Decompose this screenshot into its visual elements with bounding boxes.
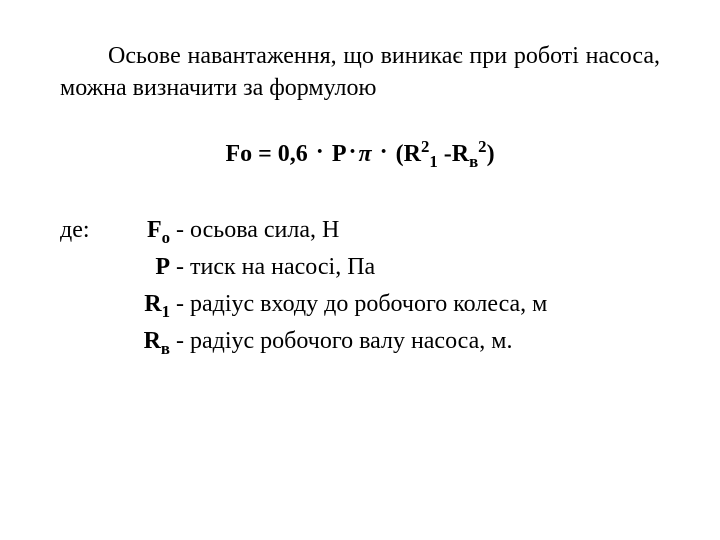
definition-symbol-base: R [144, 291, 161, 317]
definition-symbol: Rв [116, 323, 176, 360]
definition-text: - радіус робочого валу насоса, м. [176, 323, 660, 360]
page: Осьове навантаження, що виникає при робо… [0, 0, 720, 540]
formula-dot-2: · [346, 139, 358, 165]
definition-symbol: R1 [116, 286, 176, 323]
definition-row: де: Fо - осьова сила, Н [60, 212, 660, 249]
definitions: де: Fо - осьова сила, Н P - тиск на насо… [60, 212, 660, 361]
definition-text: - осьова сила, Н [176, 212, 660, 249]
formula-Rv-base: R [452, 141, 469, 167]
definition-symbol-base: P [155, 254, 170, 280]
formula-Rv-sub: в [469, 152, 478, 171]
formula-P: P [332, 141, 347, 167]
formula: Fo = 0,6 · P·π · (R21 -Rв2) [60, 141, 660, 168]
definition-symbol-sub: о [162, 228, 170, 247]
definition-row: P - тиск на насосі, Па [60, 249, 660, 286]
formula-coef: 0,6 [278, 141, 308, 167]
formula-eq: = [252, 141, 278, 167]
formula-pi: π [359, 141, 372, 167]
definition-symbol-sub: в [161, 339, 170, 358]
definitions-lead: де: [60, 212, 116, 249]
formula-R1-sub: 1 [429, 152, 437, 171]
formula-R1: R21 [404, 141, 438, 167]
formula-dot-3: · [372, 139, 396, 165]
formula-Rv: Rв2 [452, 141, 487, 167]
definition-symbol: Fо [116, 212, 176, 249]
formula-close: ) [487, 141, 495, 167]
formula-open: ( [396, 141, 404, 167]
definition-text: - радіус входу до робочого колеса, м [176, 286, 660, 323]
formula-lhs: Fo [225, 141, 252, 167]
definition-symbol-sub: 1 [162, 302, 170, 321]
formula-R1-base: R [404, 141, 421, 167]
definition-symbol: P [116, 249, 176, 286]
formula-dot-1: · [308, 139, 332, 165]
intro-paragraph: Осьове навантаження, що виникає при робо… [60, 40, 660, 105]
definition-symbol-base: R [144, 328, 161, 354]
definition-row: Rв - радіус робочого валу насоса, м. [60, 323, 660, 360]
definition-row: R1 - радіус входу до робочого колеса, м [60, 286, 660, 323]
formula-Rv-sup: 2 [478, 137, 486, 156]
formula-minus: - [438, 141, 452, 167]
definition-text: - тиск на насосі, Па [176, 249, 660, 286]
definition-symbol-base: F [147, 217, 162, 243]
